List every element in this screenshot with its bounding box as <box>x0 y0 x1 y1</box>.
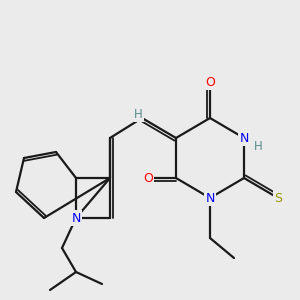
Text: O: O <box>143 172 153 184</box>
Text: H: H <box>134 107 142 121</box>
Text: H: H <box>254 140 262 152</box>
Text: N: N <box>239 131 249 145</box>
Text: N: N <box>71 212 81 224</box>
Text: O: O <box>205 76 215 88</box>
Text: S: S <box>274 191 282 205</box>
Text: N: N <box>205 191 215 205</box>
